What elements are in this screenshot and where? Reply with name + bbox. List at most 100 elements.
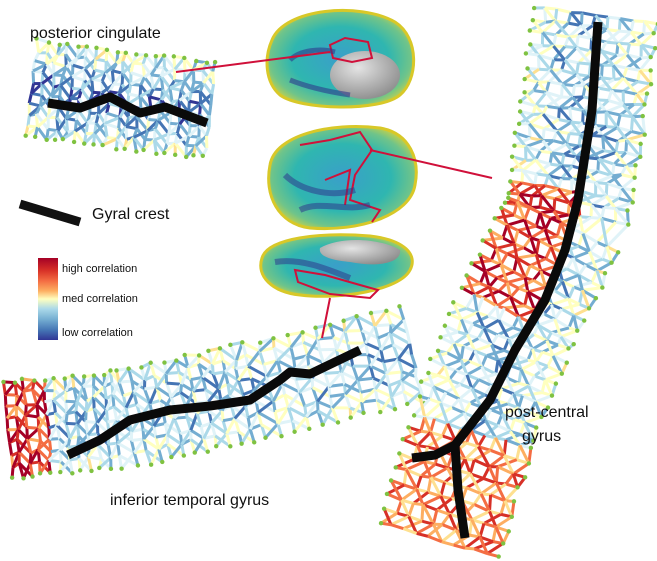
mesh-edge <box>495 515 513 529</box>
mesh-edge <box>554 289 570 301</box>
mesh-edge <box>402 469 408 486</box>
mesh-node <box>480 238 485 243</box>
mesh-edge <box>545 91 561 110</box>
mesh-edge <box>459 374 469 386</box>
mesh-edge <box>550 151 563 167</box>
mesh-edge <box>233 405 247 420</box>
mesh-edge <box>45 399 55 416</box>
mesh-node <box>506 190 511 196</box>
mesh-edge <box>159 75 172 89</box>
mesh-edge <box>590 204 603 220</box>
mesh-edge <box>620 187 634 204</box>
mesh-edge <box>643 20 655 35</box>
mesh-edge <box>640 32 655 47</box>
mesh-edge <box>489 408 503 416</box>
mesh-edge <box>464 546 475 551</box>
mesh-edge <box>258 350 266 365</box>
mesh-edge <box>298 391 307 407</box>
mesh-edge <box>71 75 86 82</box>
mesh-edge <box>506 276 526 284</box>
mesh-edge <box>165 382 173 398</box>
mesh-edge <box>581 288 597 300</box>
mesh-edge <box>68 423 79 439</box>
mesh-edge <box>520 368 536 378</box>
mesh-edge <box>382 361 388 374</box>
mesh-node <box>509 167 515 173</box>
mesh-edge <box>48 458 62 464</box>
mesh-edge <box>519 369 531 387</box>
mesh-edge <box>124 126 129 140</box>
mesh-edge <box>509 295 526 308</box>
mesh-edge <box>529 264 542 273</box>
mesh-edge <box>374 372 388 391</box>
mesh-node <box>104 47 110 52</box>
mesh-edge <box>39 95 53 108</box>
mesh-edge <box>436 365 446 377</box>
mesh-edge <box>554 318 570 330</box>
mesh-edge <box>622 103 634 118</box>
mesh-edge <box>439 495 451 516</box>
mesh-edge <box>166 417 176 436</box>
mesh-node <box>564 360 569 365</box>
mesh-edge <box>152 425 158 438</box>
mesh-node <box>161 53 167 58</box>
mesh-node <box>435 348 441 353</box>
mesh-edge <box>117 381 125 397</box>
mesh-edge <box>518 110 531 125</box>
mesh-node <box>642 102 647 107</box>
mesh-edge <box>168 112 173 124</box>
mesh-edge <box>527 290 542 301</box>
mesh-edge <box>546 355 555 367</box>
mesh-node <box>21 476 26 481</box>
mesh-edge <box>502 454 515 475</box>
mesh-edge <box>133 129 149 139</box>
mesh-edge <box>537 317 556 327</box>
mesh-edge <box>103 385 108 400</box>
mesh-edge <box>541 31 555 47</box>
mesh-edge <box>183 69 195 83</box>
mesh-edge <box>534 159 550 177</box>
mesh-edge <box>103 123 109 138</box>
mesh-edge <box>490 493 506 503</box>
mesh-edge <box>41 73 55 85</box>
mesh-edge <box>480 481 498 496</box>
mesh-edge <box>28 448 40 465</box>
mesh-edge <box>272 382 284 402</box>
brain-lateral <box>267 125 418 231</box>
mesh-edge <box>373 388 379 401</box>
mesh-edge <box>422 494 442 506</box>
mesh-node <box>205 449 210 454</box>
mesh-edge <box>26 427 40 440</box>
mesh-node <box>354 313 359 319</box>
mesh-edge <box>638 56 652 72</box>
mesh-edge <box>22 462 32 479</box>
mesh-edge <box>547 164 563 177</box>
mesh-edge <box>549 69 564 86</box>
mesh-edge <box>263 359 278 366</box>
mesh-edge <box>619 17 633 34</box>
mesh-edge <box>532 269 543 282</box>
mesh-edge <box>96 443 112 459</box>
gyral-crest <box>411 21 603 463</box>
mesh-edge <box>505 438 521 447</box>
mesh-edge <box>500 263 515 274</box>
mesh-edge <box>452 301 467 310</box>
mesh-edge <box>494 430 511 440</box>
mesh-edge <box>221 420 229 434</box>
mesh-edge <box>379 332 392 351</box>
mesh-edge <box>523 265 532 279</box>
mesh-edge <box>607 15 621 21</box>
mesh-edge <box>572 256 587 267</box>
mesh-edge <box>220 410 225 421</box>
mesh-node <box>506 529 511 534</box>
mesh-edge <box>401 498 414 505</box>
mesh-node <box>508 179 513 184</box>
mesh-edge <box>30 82 44 95</box>
mesh-node <box>500 541 506 546</box>
mesh-edge <box>605 111 619 129</box>
mesh-edge <box>321 407 334 426</box>
mesh-edge <box>509 430 522 447</box>
mesh-edge <box>539 270 548 288</box>
mesh-edge <box>462 344 476 353</box>
